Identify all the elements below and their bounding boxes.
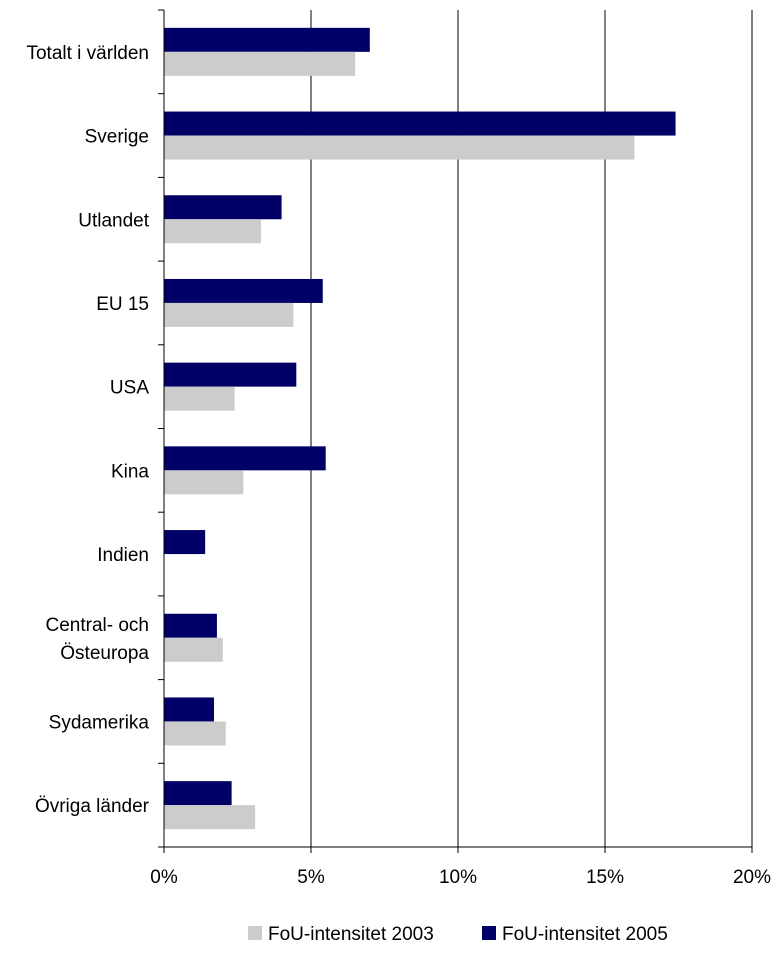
category-label: Indien — [97, 545, 149, 566]
legend-swatch — [248, 926, 262, 940]
bar-fou-intensitet-2005 — [164, 446, 326, 471]
bars — [164, 27, 676, 830]
category-label: Central- och — [46, 615, 150, 636]
x-tick-label: 5% — [297, 867, 325, 888]
bar-fou-intensitet-2005 — [164, 111, 676, 136]
category-label: Östeuropa — [60, 643, 149, 664]
x-tick-label: 20% — [733, 867, 771, 888]
bar-fou-intensitet-2005 — [164, 530, 206, 555]
category-label: Utlandet — [78, 210, 149, 231]
legend: FoU-intensitet 2003 FoU-intensitet 2005 — [248, 924, 668, 945]
bar-fou-intensitet-2003 — [164, 805, 256, 830]
bar-fou-intensitet-2003 — [164, 637, 223, 662]
legend-label: FoU-intensitet 2005 — [502, 924, 668, 945]
category-label: Sydamerika — [49, 712, 150, 733]
bar-fou-intensitet-2005 — [164, 362, 297, 387]
x-tick-labels: 0% 5% 10% 15% 20% — [150, 867, 771, 888]
axes — [158, 9, 753, 853]
bar-fou-intensitet-2005 — [164, 697, 214, 722]
x-tick-label: 15% — [586, 867, 624, 888]
bar-fou-intensitet-2003 — [164, 51, 356, 76]
category-label: Kina — [111, 461, 149, 482]
category-labels: Totalt i världen Sverige Utlandet EU 15 USA K… — [26, 43, 149, 817]
category-label: Övriga länder — [35, 796, 150, 817]
category-label: EU 15 — [96, 294, 149, 315]
bar-fou-intensitet-2005 — [164, 27, 370, 52]
bar-fou-intensitet-2003 — [164, 386, 235, 411]
x-tick-label: 10% — [439, 867, 477, 888]
legend-label: FoU-intensitet 2003 — [268, 924, 434, 945]
x-tick-label: 0% — [150, 867, 178, 888]
bar-fou-intensitet-2005 — [164, 613, 217, 638]
bar-fou-intensitet-2003 — [164, 302, 294, 327]
bar-fou-intensitet-2003 — [164, 470, 244, 495]
bar-fou-intensitet-2005 — [164, 781, 232, 806]
bar-fou-intensitet-2005 — [164, 278, 323, 303]
bar-fou-intensitet-2003 — [164, 135, 635, 160]
bar-fou-intensitet-2003 — [164, 219, 262, 244]
category-label: USA — [110, 378, 149, 399]
category-label: Sverige — [85, 127, 149, 148]
legend-swatch — [482, 926, 496, 940]
category-label: Totalt i världen — [26, 43, 149, 64]
bar-fou-intensitet-2003 — [164, 721, 226, 746]
bar-fou-intensitet-2005 — [164, 195, 282, 220]
